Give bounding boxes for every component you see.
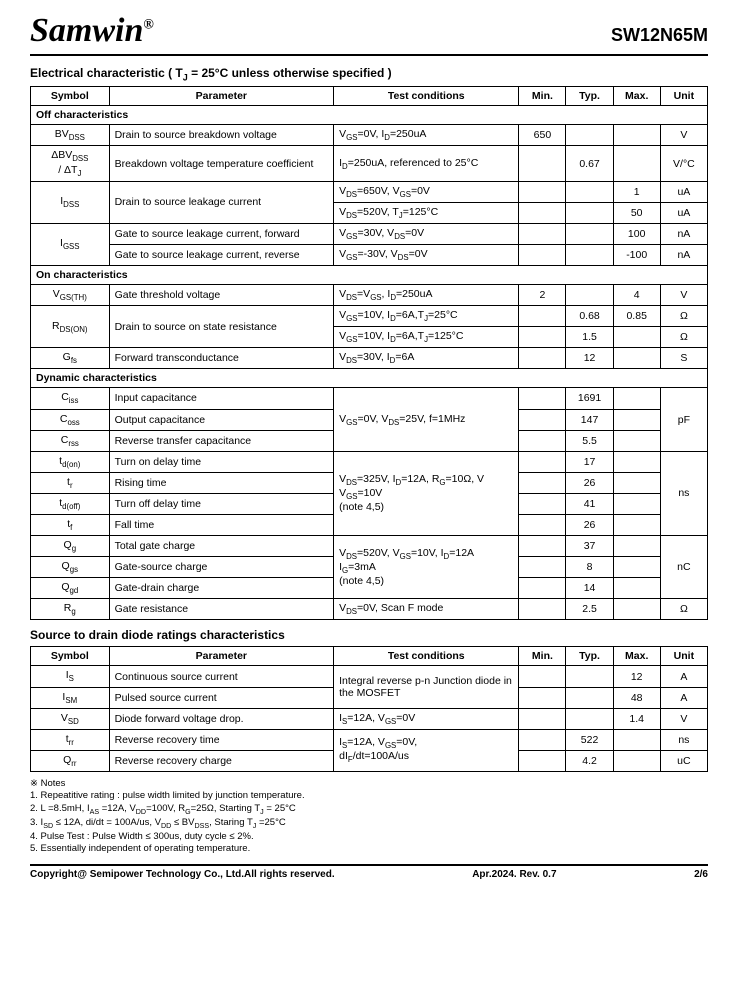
col-parameter: Parameter <box>109 647 334 666</box>
table-row: BVDSS Drain to source breakdown voltage … <box>31 125 708 146</box>
col-parameter: Parameter <box>109 87 334 106</box>
note-item: 5. Essentially independent of operating … <box>30 843 708 855</box>
table-row: VGS(TH) Gate threshold voltage VDS=VGS, … <box>31 285 708 306</box>
col-unit: Unit <box>660 647 707 666</box>
page-footer: Copyright@ Semipower Technology Co., Ltd… <box>30 864 708 880</box>
table-header-row: Symbol Parameter Test conditions Min. Ty… <box>31 647 708 666</box>
revision-text: Apr.2024. Rev. 0.7 <box>472 869 556 880</box>
col-symbol: Symbol <box>31 87 110 106</box>
col-max: Max. <box>613 647 660 666</box>
category-off: Off characteristics <box>31 106 708 125</box>
col-max: Max. <box>613 87 660 106</box>
col-test: Test conditions <box>334 87 519 106</box>
table-row: Gfs Forward transconductance VDS=30V, ID… <box>31 348 708 369</box>
col-min: Min. <box>519 647 566 666</box>
page-header: Samwin® SW12N65M <box>30 12 708 56</box>
company-logo: Samwin® <box>30 12 154 50</box>
category-on: On characteristics <box>31 266 708 285</box>
table-header-row: Symbol Parameter Test conditions Min. Ty… <box>31 87 708 106</box>
col-symbol: Symbol <box>31 647 110 666</box>
table-row: trr Reverse recovery time IS=12A, VGS=0V… <box>31 729 708 750</box>
note-item: 3. ISD ≤ 12A, di/dt = 100A/us, VDD ≤ BVD… <box>30 817 708 831</box>
table-row: Rg Gate resistance VDS=0V, Scan F mode 2… <box>31 599 708 620</box>
col-min: Min. <box>519 87 566 106</box>
col-typ: Typ. <box>566 87 613 106</box>
table-row: Gate to source leakage current, reverse … <box>31 244 708 265</box>
page-number: 2/6 <box>694 869 708 880</box>
note-item: 1. Repeatitive rating : pulse width limi… <box>30 790 708 802</box>
table-row: Qg Total gate charge VDS=520V, VGS=10V, … <box>31 536 708 557</box>
diode-table: Symbol Parameter Test conditions Min. Ty… <box>30 646 708 771</box>
table-row: Ciss Input capacitance VGS=0V, VDS=25V, … <box>31 388 708 409</box>
part-number: SW12N65M <box>611 25 708 46</box>
copyright-text: Copyright@ Semipower Technology Co., Ltd… <box>30 869 335 880</box>
note-item: 2. L =8.5mH, IAS =12A, VDD=100V, RG=25Ω,… <box>30 803 708 817</box>
note-item: 4. Pulse Test : Pulse Width ≤ 300us, dut… <box>30 831 708 843</box>
col-typ: Typ. <box>566 647 613 666</box>
section-title-electrical: Electrical characteristic ( TJ = 25°C un… <box>30 66 708 82</box>
table-row: IGSS Gate to source leakage current, for… <box>31 223 708 244</box>
table-row: ΔBVDSS/ ΔTJ Breakdown voltage temperatur… <box>31 146 708 181</box>
table-row: td(on) Turn on delay time VDS=325V, ID=1… <box>31 451 708 472</box>
notes-section: ※ Notes 1. Repeatitive rating : pulse wi… <box>30 778 708 856</box>
table-row: IS Continuous source current Integral re… <box>31 666 708 687</box>
col-unit: Unit <box>660 87 707 106</box>
datasheet-page: Samwin® SW12N65M Electrical characterist… <box>0 0 738 892</box>
table-row: VSD Diode forward voltage drop. IS=12A, … <box>31 708 708 729</box>
table-row: RDS(ON) Drain to source on state resista… <box>31 306 708 327</box>
category-dynamic: Dynamic characteristics <box>31 369 708 388</box>
notes-heading: ※ Notes <box>30 778 708 790</box>
col-test: Test conditions <box>334 647 519 666</box>
table-row: IDSS Drain to source leakage current VDS… <box>31 181 708 202</box>
registered-mark: ® <box>143 18 153 33</box>
electrical-table: Symbol Parameter Test conditions Min. Ty… <box>30 86 708 620</box>
section-title-diode: Source to drain diode ratings characteri… <box>30 628 708 642</box>
